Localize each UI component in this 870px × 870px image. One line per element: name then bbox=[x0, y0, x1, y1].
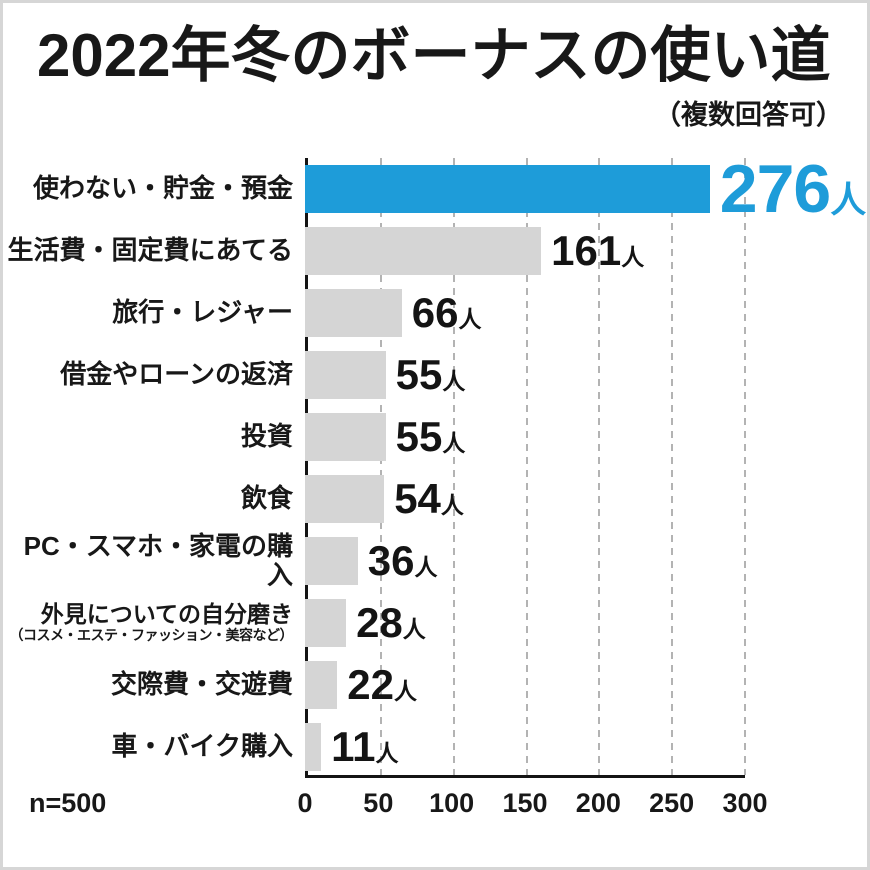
category-sublabel: （コスメ・エステ・ファッション・美容など） bbox=[9, 627, 294, 644]
category-label: 車・バイク購入 bbox=[111, 731, 293, 762]
bar-track: 66人 bbox=[305, 282, 745, 344]
bar-row: 借金やローンの返済 55人 bbox=[3, 344, 867, 406]
bar-track: 11人 bbox=[305, 716, 745, 778]
gridline bbox=[525, 158, 528, 775]
bar bbox=[305, 661, 338, 709]
bar bbox=[305, 227, 542, 275]
bar-highlighted bbox=[305, 165, 710, 213]
value-label: 161人 bbox=[551, 227, 645, 274]
chart-subtitle: （複数回答可） bbox=[654, 100, 843, 130]
bar-row: 外見についての自分磨き （コスメ・エステ・ファッション・美容など） 28人 bbox=[3, 592, 867, 654]
bar-track: 36人 bbox=[305, 530, 745, 592]
category-label: 外見についての自分磨き （コスメ・エステ・ファッション・美容など） bbox=[3, 602, 305, 643]
value-label: 22人 bbox=[347, 661, 417, 708]
x-tick-label: 0 bbox=[297, 788, 313, 818]
x-axis: 0 50 100 150 200 250 300 bbox=[297, 788, 767, 824]
bar-rows: 使わない・貯金・預金 276人 生活費・固定費にあてる 161人旅行・レジャー 66人借… bbox=[3, 155, 867, 778]
bar-row: 交際費・交遊費 22人 bbox=[3, 654, 867, 716]
category-label: 投資 bbox=[240, 421, 293, 452]
x-tick-label: 300 bbox=[722, 788, 768, 818]
category-label: 使わない・貯金・預金 bbox=[32, 173, 293, 204]
category-label: 交際費・交遊費 bbox=[110, 669, 293, 700]
value-label: 36人 bbox=[367, 537, 438, 584]
category-label: 借金やローンの返済 bbox=[60, 359, 293, 390]
bar-row: 生活費・固定費にあてる 161人 bbox=[3, 220, 867, 282]
x-tick-label: 150 bbox=[502, 788, 548, 818]
category-label: 飲食 bbox=[240, 483, 293, 514]
bar bbox=[305, 723, 322, 771]
x-tick-label: 250 bbox=[649, 788, 695, 818]
axis-footer: n=500 0 50 100 150 200 250 300 bbox=[3, 784, 867, 832]
value-label: 28人 bbox=[356, 599, 426, 646]
chart-title: 2022年冬のボーナスの使い道 bbox=[37, 22, 831, 89]
bar-track: 161人 bbox=[305, 220, 745, 282]
bar bbox=[305, 475, 385, 523]
gridline bbox=[379, 158, 382, 775]
bar-track: 55人 bbox=[305, 344, 745, 406]
gridline bbox=[671, 158, 674, 775]
category-label: 旅行・レジャー bbox=[112, 297, 293, 328]
bar-row: 使わない・貯金・預金 276人 bbox=[3, 155, 867, 223]
bar-track: 54人 bbox=[305, 468, 745, 530]
bar-row: 飲食 54人 bbox=[3, 468, 867, 530]
plot-area bbox=[305, 158, 746, 778]
bar bbox=[305, 537, 358, 585]
value-label: 66人 bbox=[411, 289, 482, 336]
bar-row: 車・バイク購入 11人 bbox=[3, 716, 867, 778]
bar bbox=[305, 351, 386, 399]
bar-track: 276人 bbox=[305, 155, 866, 223]
x-tick-label: 50 bbox=[363, 788, 394, 818]
bar-row: 投資 55人 bbox=[3, 406, 867, 468]
value-label: 11人 bbox=[331, 723, 399, 770]
category-label: 生活費・固定費にあてる bbox=[7, 235, 293, 266]
sample-size-note: n=500 bbox=[29, 788, 107, 818]
value-label: 55人 bbox=[395, 413, 466, 460]
bar bbox=[305, 599, 347, 647]
bar-track: 22人 bbox=[305, 654, 745, 716]
bar-track: 28人 bbox=[305, 592, 745, 654]
value-label: 55人 bbox=[395, 351, 466, 398]
bar bbox=[305, 289, 402, 337]
gridline bbox=[452, 158, 455, 775]
gridline bbox=[744, 158, 746, 775]
bar-row: 旅行・レジャー 66人 bbox=[3, 282, 867, 344]
value-label: 276人 bbox=[719, 151, 867, 227]
x-tick-label: 100 bbox=[429, 788, 475, 818]
x-tick-label: 200 bbox=[575, 788, 621, 818]
gridline bbox=[598, 158, 601, 775]
bar bbox=[305, 413, 386, 461]
bar-row: PC・スマホ・家電の購入 36人 bbox=[3, 530, 867, 592]
bar-chart: 使わない・貯金・預金 276人 生活費・固定費にあてる 161人旅行・レジャー 66人借… bbox=[3, 155, 867, 778]
value-label: 54人 bbox=[394, 475, 464, 522]
bar-track: 55人 bbox=[305, 406, 745, 468]
category-label: PC・スマホ・家電の購入 bbox=[23, 530, 293, 590]
